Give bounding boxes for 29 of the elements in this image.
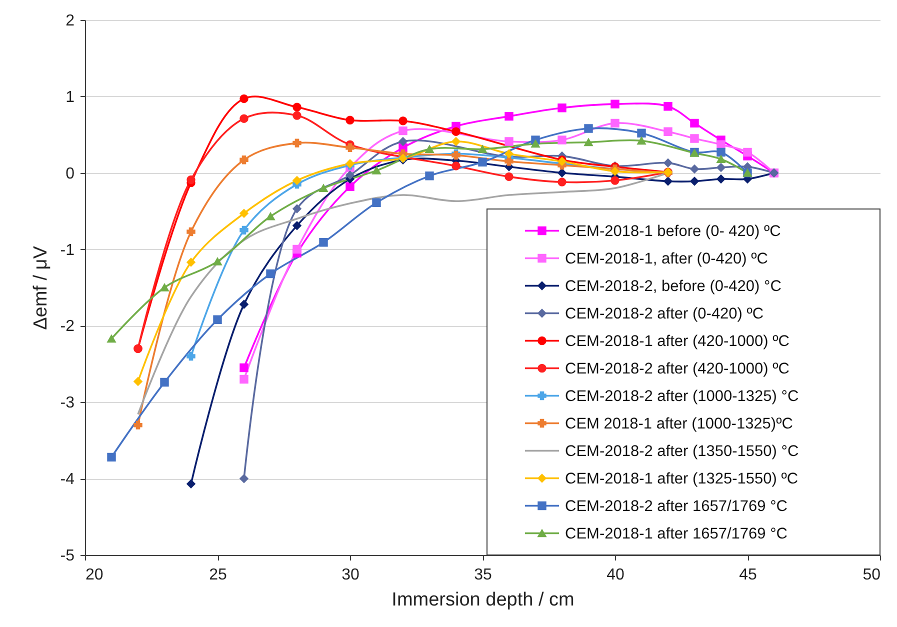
y-tick-label: -5 <box>60 548 75 564</box>
x-tick-label: 20 <box>86 566 104 584</box>
legend-label: CEM-2018-2 after (0-420) ºC <box>565 305 764 322</box>
legend-label: CEM-2018-2 after (1000-1325) °C <box>565 388 799 405</box>
x-tick-label: 40 <box>606 566 624 584</box>
x-tick-label: 35 <box>474 566 492 584</box>
y-tick-label: 0 <box>66 165 75 182</box>
legend-label: CEM-2018-1 after 1657/1769 °C <box>565 525 788 542</box>
y-tick-label: 1 <box>66 88 75 106</box>
legend-label: CEM-2018-2 after 1657/1769 °C <box>565 498 788 515</box>
legend-label: CEM-2018-1 after (420-1000) ºC <box>565 332 790 350</box>
x-tick-label: 50 <box>862 566 881 584</box>
x-tick-label: 30 <box>342 566 360 584</box>
legend-label: CEM 2018-1 after (1000-1325)ºC <box>565 415 793 432</box>
x-tick-label: 25 <box>209 566 227 584</box>
legend-label: CEM-2018-2 after (1350-1550) °C <box>565 442 799 460</box>
x-tick-label: 45 <box>739 566 757 584</box>
y-tick-label: -1 <box>60 242 75 259</box>
legend-label: CEM-2018-2 after (420-1000) ºC <box>565 360 790 378</box>
legend-label: CEM-2018-1 before (0- 420) ºC <box>565 222 781 240</box>
legend-label: CEM-2018-1, after (0-420) ºC <box>565 250 768 268</box>
y-tick-label: 2 <box>66 12 75 30</box>
legend-label: CEM-2018-1 after (1325-1550) ºC <box>565 470 798 488</box>
y-tick-label: -3 <box>60 394 75 412</box>
y-tick-label: -4 <box>60 471 75 488</box>
x-axis-title: Immersion depth / cm <box>392 590 574 610</box>
y-axis-title: Δemf / μV <box>30 246 52 330</box>
legend-label: CEM-2018-2, before (0-420) °C <box>565 278 782 295</box>
y-tick-label: -2 <box>60 318 75 336</box>
